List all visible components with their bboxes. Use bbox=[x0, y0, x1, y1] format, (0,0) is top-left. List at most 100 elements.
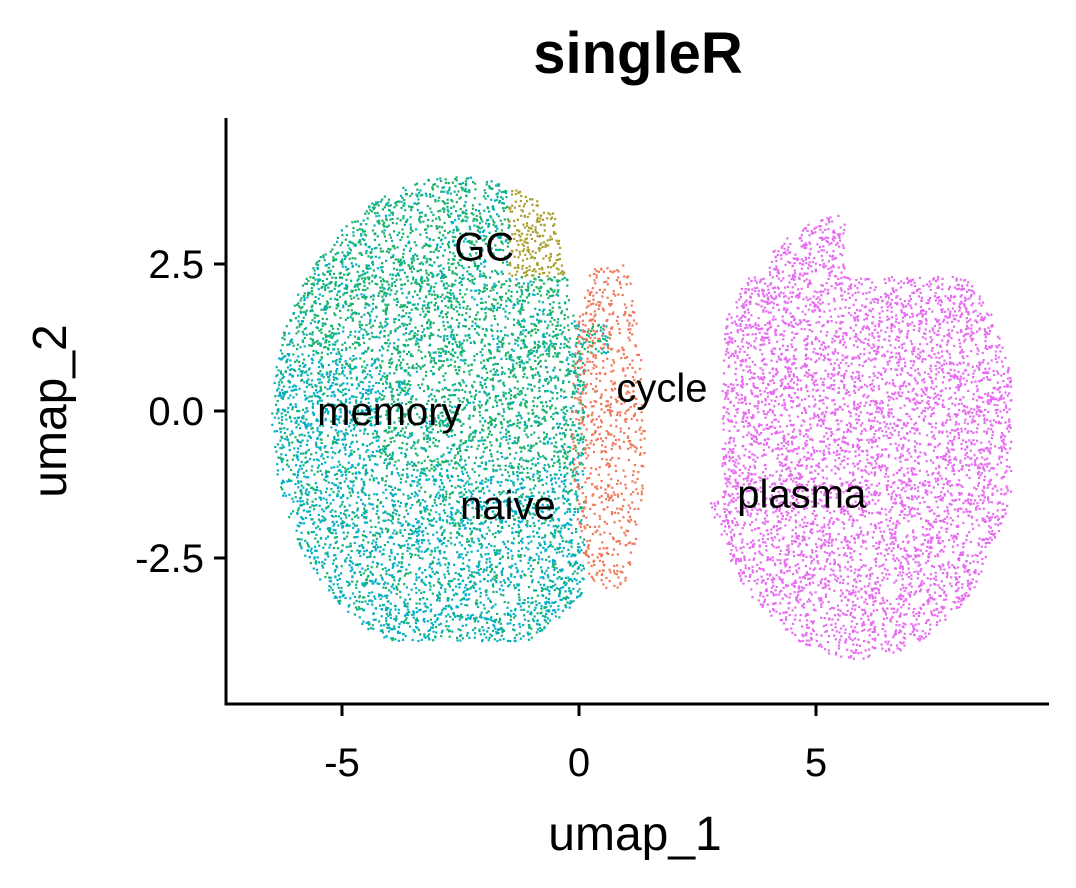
scatter-point bbox=[580, 454, 583, 457]
scatter-point bbox=[556, 507, 559, 510]
scatter-point bbox=[397, 459, 400, 462]
scatter-point bbox=[473, 571, 476, 574]
scatter-point bbox=[519, 239, 522, 242]
scatter-point bbox=[321, 373, 324, 376]
scatter-point bbox=[483, 344, 486, 347]
scatter-point bbox=[489, 308, 493, 312]
scatter-point bbox=[409, 330, 412, 333]
scatter-point bbox=[371, 550, 374, 553]
scatter-point bbox=[517, 256, 520, 259]
scatter-point bbox=[386, 541, 389, 544]
scatter-point bbox=[509, 508, 512, 511]
scatter-point bbox=[554, 615, 558, 618]
scatter-point bbox=[449, 419, 453, 422]
scatter-point bbox=[420, 538, 423, 542]
scatter-point bbox=[477, 620, 480, 623]
scatter-point bbox=[563, 443, 566, 446]
scatter-point bbox=[346, 531, 349, 534]
scatter-point bbox=[369, 627, 373, 630]
scatter-point bbox=[441, 364, 444, 367]
scatter-point bbox=[292, 500, 295, 503]
scatter-point bbox=[563, 580, 566, 584]
scatter-point bbox=[421, 307, 424, 310]
scatter-point bbox=[493, 571, 496, 574]
scatter-point bbox=[506, 334, 509, 337]
scatter-point bbox=[531, 368, 534, 371]
scatter-point bbox=[298, 427, 302, 430]
scatter-point bbox=[567, 370, 570, 373]
scatter-point bbox=[424, 296, 428, 299]
scatter-point bbox=[333, 554, 336, 557]
scatter-point bbox=[328, 330, 331, 333]
scatter-point bbox=[577, 472, 580, 476]
scatter-point bbox=[566, 467, 569, 470]
scatter-point bbox=[342, 531, 345, 534]
scatter-point bbox=[444, 352, 447, 356]
scatter-point bbox=[479, 601, 482, 604]
scatter-point bbox=[354, 476, 357, 479]
scatter-point bbox=[399, 531, 402, 534]
scatter-point bbox=[570, 524, 573, 527]
scatter-point bbox=[276, 463, 279, 466]
scatter-point bbox=[335, 307, 338, 310]
scatter-point bbox=[324, 284, 327, 288]
scatter-point bbox=[409, 206, 412, 209]
scatter-point bbox=[324, 386, 327, 389]
scatter-point bbox=[517, 440, 520, 443]
scatter-point bbox=[506, 245, 509, 248]
scatter-point bbox=[322, 346, 326, 349]
scatter-point bbox=[434, 620, 437, 623]
scatter-point bbox=[319, 438, 322, 441]
scatter-point bbox=[385, 573, 388, 576]
scatter-point bbox=[314, 278, 317, 281]
scatter-point bbox=[542, 282, 546, 285]
scatter-point bbox=[320, 351, 323, 354]
scatter-point bbox=[483, 568, 486, 571]
scatter-point bbox=[417, 345, 421, 348]
scatter-point bbox=[571, 565, 574, 568]
scatter-point bbox=[499, 507, 502, 510]
scatter-point bbox=[579, 438, 582, 441]
scatter-point bbox=[317, 446, 320, 449]
scatter-point bbox=[517, 541, 520, 544]
scatter-point bbox=[483, 617, 486, 620]
scatter-point bbox=[432, 365, 435, 368]
scatter-point bbox=[517, 319, 520, 322]
scatter-point bbox=[430, 524, 433, 527]
scatter-point bbox=[572, 587, 575, 590]
scatter-point bbox=[537, 436, 540, 439]
scatter-point bbox=[359, 380, 362, 383]
scatter-point bbox=[525, 266, 528, 270]
scatter-point bbox=[404, 480, 408, 483]
scatter-point bbox=[403, 305, 406, 308]
scatter-point bbox=[442, 497, 445, 500]
scatter-point bbox=[422, 220, 425, 223]
scatter-point bbox=[578, 422, 581, 425]
scatter-point bbox=[467, 474, 470, 477]
scatter-point bbox=[449, 289, 452, 292]
scatter-point bbox=[472, 234, 475, 238]
scatter-point bbox=[552, 301, 555, 304]
scatter-point bbox=[532, 404, 535, 408]
scatter-point bbox=[334, 515, 337, 518]
scatter-point bbox=[469, 246, 472, 249]
scatter-point bbox=[487, 249, 490, 252]
scatter-point bbox=[424, 527, 427, 530]
scatter-point bbox=[481, 428, 484, 431]
scatter-point bbox=[568, 587, 571, 590]
scatter-point bbox=[304, 411, 307, 414]
scatter-point bbox=[410, 266, 413, 269]
scatter-point bbox=[359, 550, 362, 553]
scatter-point bbox=[356, 337, 359, 340]
scatter-point bbox=[325, 278, 328, 281]
scatter-point bbox=[435, 570, 438, 574]
scatter-point bbox=[379, 286, 382, 289]
scatter-point bbox=[439, 264, 442, 267]
scatter-point bbox=[431, 475, 434, 478]
scatter-point bbox=[402, 248, 406, 251]
scatter-point bbox=[501, 628, 504, 631]
scatter-point bbox=[449, 511, 453, 514]
scatter-point bbox=[338, 272, 341, 275]
scatter-point bbox=[476, 229, 479, 232]
scatter-point bbox=[440, 190, 443, 193]
